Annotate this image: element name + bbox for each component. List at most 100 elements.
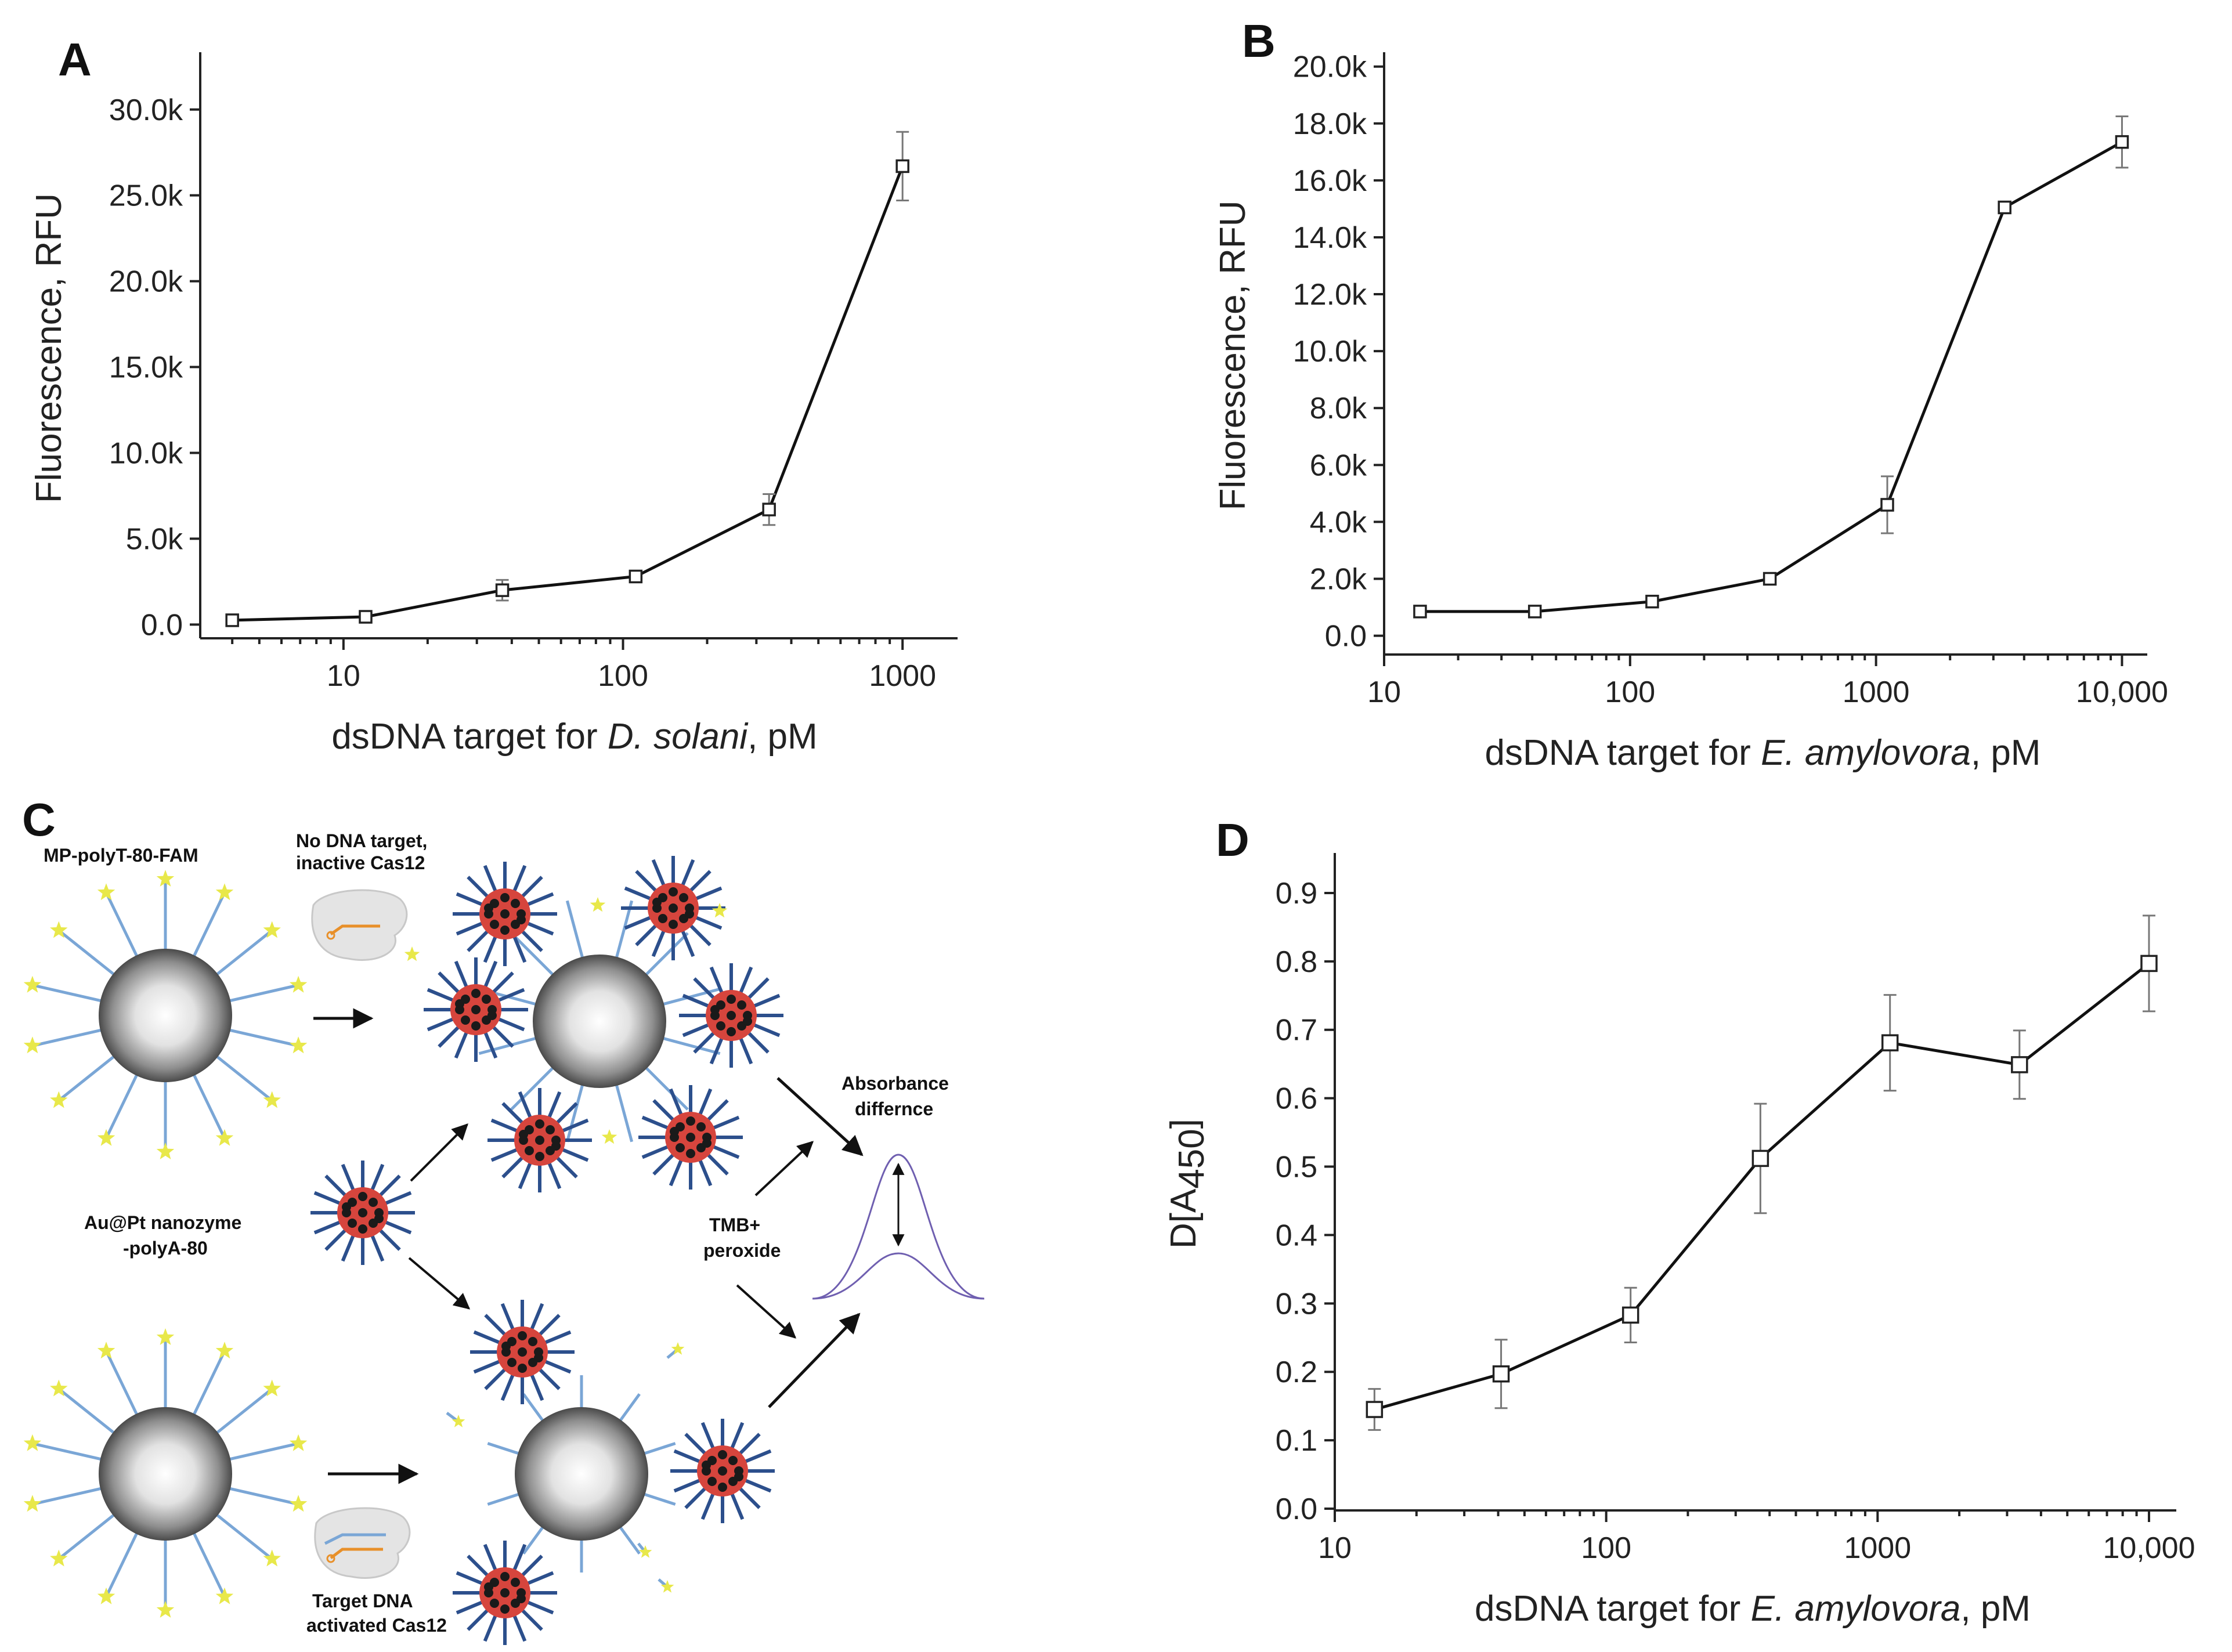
pt-dot (670, 1127, 679, 1136)
y-tick-label: 20.0k (109, 265, 183, 299)
pt-dot (727, 995, 736, 1004)
y-tick-label: 5.0k (126, 522, 183, 556)
y-tick-label: 12.0k (1293, 278, 1367, 312)
y-axis-title-end: ] (1164, 1119, 1204, 1129)
x-tick-label: 1000 (1843, 675, 1910, 709)
pt-dot (348, 1219, 357, 1228)
y-axis-title-main: D[A (1164, 1188, 1204, 1249)
x-axis-title: dsDNA target for E. amylovora, pM (1485, 733, 2041, 773)
pt-dot (511, 899, 520, 908)
fam-star-icon (97, 1587, 115, 1604)
x-axis-title-suffix: , pM (1971, 733, 2041, 773)
y-tick-label: 0.7 (1276, 1014, 1317, 1047)
y-tick-label: 0.1 (1276, 1424, 1317, 1458)
data-point (1527, 605, 1542, 619)
y-tick-label: 30.0k (109, 93, 183, 127)
fam-star-icon (23, 975, 42, 993)
pt-dot (471, 1005, 481, 1014)
y-tick-label: 10.0k (1293, 335, 1367, 368)
schematic-shapes (23, 856, 783, 1645)
data-point (1763, 572, 1777, 586)
pt-dot (727, 1011, 736, 1020)
pt-dot (718, 1450, 727, 1459)
tmb-label-line2: peroxide (703, 1240, 781, 1261)
y-tick-label: 8.0k (1310, 392, 1367, 425)
series-line (1420, 140, 2123, 613)
nanozyme-bound-2 (453, 862, 557, 966)
pt-dot (461, 1015, 470, 1025)
data-point (495, 583, 510, 597)
pt-dot (500, 893, 510, 902)
y-tick-label: 20.0k (1293, 50, 1367, 84)
nanozyme-label-line1: Au@Pt nanozyme (84, 1212, 241, 1233)
absorbance-label-line1: Absorbance (841, 1073, 949, 1094)
target-dna-label-line2: activated Cas12 (306, 1615, 447, 1636)
y-tick-label: 0.0 (141, 608, 183, 642)
y-tick-label: 25.0k (109, 179, 183, 213)
no-target-label-line2: inactive Cas12 (296, 852, 425, 873)
nanozyme-released-0 (470, 1300, 575, 1404)
fam-star-icon (23, 1434, 42, 1451)
magnetic-particle (533, 955, 666, 1088)
schematic-panel-c: MP-polyT-80-FAM No DNA target, inactive … (23, 830, 985, 1645)
pt-dot (490, 920, 499, 929)
x-tick-label: 100 (1581, 1531, 1631, 1565)
cas12-active-icon (314, 1507, 411, 1579)
data-point (1645, 594, 1659, 609)
y-tick-label: 14.0k (1293, 221, 1367, 255)
pt-dot (535, 1136, 544, 1145)
nanozyme-bound-5 (638, 1085, 743, 1190)
fam-star-icon (452, 1415, 465, 1427)
pt-dot (517, 915, 526, 924)
fam-star-icon (50, 1549, 68, 1567)
fam-star-icon (50, 1091, 68, 1108)
fam-star-icon (289, 1495, 308, 1512)
data-point (1751, 1149, 1769, 1167)
x-axis-title-species: E. amylovora (1751, 1589, 1961, 1629)
nanozyme-free (310, 1161, 415, 1265)
fam-star-icon (671, 1342, 685, 1355)
x-axis-title-prefix: dsDNA target for (1485, 733, 1761, 773)
x-tick-label: 10,000 (2076, 675, 2168, 709)
nanozyme-bound-0 (424, 957, 528, 1062)
y-axis-title: Fluorescence, RFU (1213, 200, 1253, 510)
pt-dot (507, 1358, 517, 1367)
pt-dot (743, 1017, 752, 1026)
data-point (629, 569, 643, 584)
tmb-label-line1: TMB+ (709, 1214, 760, 1235)
no-target-label-line1: No DNA target, (296, 830, 427, 851)
fam-star-icon (263, 921, 281, 938)
fam-star-icon (156, 1143, 175, 1159)
data-point (2140, 955, 2158, 973)
y-tick-label: 4.0k (1310, 505, 1367, 539)
mp-polyt-fam-top (23, 870, 308, 1159)
y-axis-title-sub: 450 (1172, 1129, 1212, 1188)
absorbance-curves (812, 1154, 985, 1300)
fam-star-icon (601, 1129, 617, 1144)
series-line (1374, 962, 2150, 1411)
x-tick-label: 100 (1605, 675, 1655, 709)
panel-letter-c: C (22, 794, 56, 845)
x-tick-label: 10 (1318, 1531, 1352, 1565)
pt-dot (652, 898, 662, 907)
pt-dot (696, 1122, 706, 1132)
y-tick-label: 18.0k (1293, 107, 1367, 141)
mp-polyt-fam-bottom (23, 1328, 308, 1618)
x-axis-title-species: E. amylovora (1761, 733, 1971, 773)
pt-dot (358, 1208, 367, 1217)
fam-star-icon (97, 883, 115, 901)
pt-dot (669, 920, 678, 929)
pt-dot (707, 1477, 717, 1486)
pt-dot (727, 1027, 736, 1036)
data-point (359, 610, 373, 624)
fam-star-icon (215, 1129, 234, 1146)
data-point (1413, 605, 1427, 619)
y-tick-label: 15.0k (109, 351, 183, 385)
pt-dot (702, 1138, 712, 1148)
data-point (1492, 1365, 1510, 1383)
cas12-inactive-icon (311, 889, 408, 961)
y-tick-label: 0.6 (1276, 1082, 1317, 1116)
pt-dot (525, 1146, 534, 1155)
pt-dot (685, 909, 694, 919)
pt-dot (518, 1364, 527, 1373)
